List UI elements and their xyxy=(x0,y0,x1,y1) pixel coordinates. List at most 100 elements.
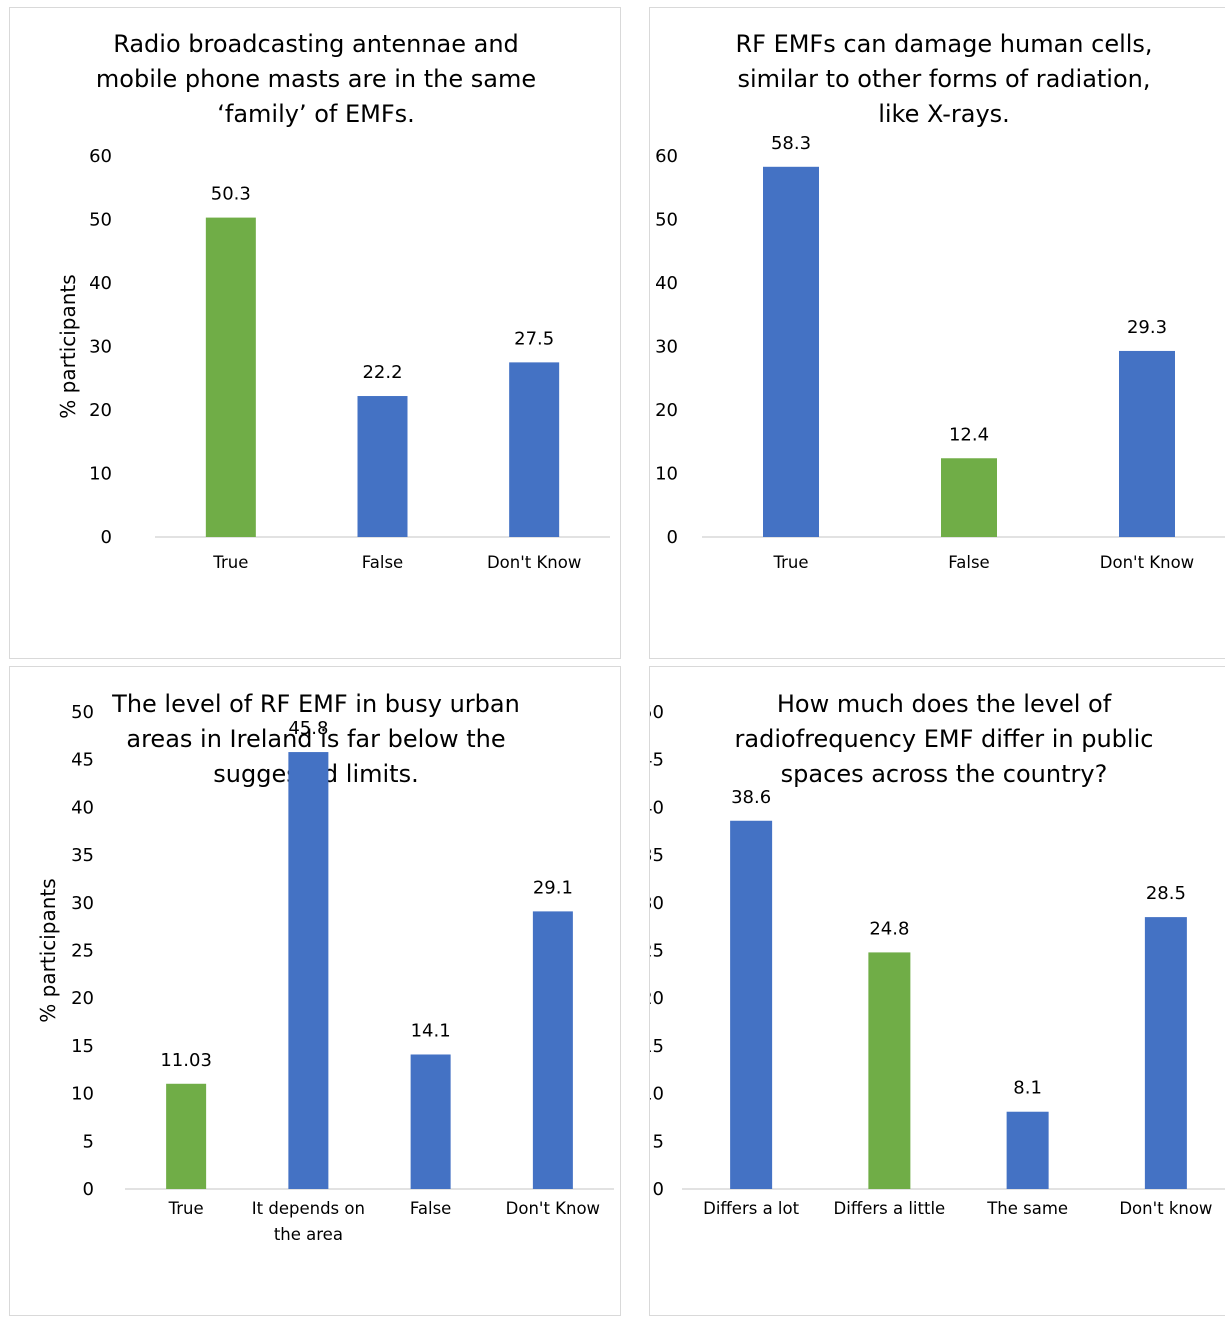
chart-antennae-masts: Radio broadcasting antennae and mobile ph… xyxy=(56,30,610,572)
y-tick-label: 40 xyxy=(650,797,664,818)
y-tick-label: 5 xyxy=(653,1131,664,1152)
chart-title-line-3: spaces across the country? xyxy=(781,760,1108,788)
bar-it-depends-on-the-area xyxy=(288,752,329,1189)
x-tick-label-false: False xyxy=(948,553,989,572)
data-label-differs-a-lot: 38.6 xyxy=(731,787,771,808)
chart-public-spaces: How much does the level of radiofrequency… xyxy=(650,690,1225,1218)
y-tick-label: 10 xyxy=(650,1084,664,1105)
chart-panel-damage-cells: RF EMFs can damage human cells, similar t… xyxy=(649,7,1225,659)
bar-don-t-know xyxy=(1144,917,1187,1189)
chart-title-line-1: How much does the level of xyxy=(777,690,1112,718)
data-label-true: 11.03 xyxy=(160,1050,212,1071)
bar-don-t-know xyxy=(509,362,560,537)
y-axis-label: % participants xyxy=(36,878,60,1022)
y-tick-label: 30 xyxy=(650,893,664,914)
y-tick-label: 0 xyxy=(653,1179,664,1200)
chart-title-line-3: like X-rays. xyxy=(878,100,1010,128)
data-label-don-t-know: 27.5 xyxy=(514,328,554,349)
data-label-false: 14.1 xyxy=(411,1020,451,1041)
bar-false xyxy=(410,1054,451,1189)
x-tick-label-it-depends-on-the-area: the area xyxy=(274,1225,343,1244)
x-tick-label-don-t-know: Don't know xyxy=(1119,1199,1212,1218)
chart-title-line-2: similar to other forms of radiation, xyxy=(737,65,1150,93)
y-tick-label: 30 xyxy=(71,893,94,914)
y-tick-label: 50 xyxy=(71,702,94,723)
bar-false xyxy=(941,458,997,537)
bar-don-t-know xyxy=(532,911,573,1189)
x-tick-label-don-t-know: Don't Know xyxy=(506,1199,600,1218)
data-label-false: 12.4 xyxy=(949,424,989,445)
data-label-don-t-know: 29.3 xyxy=(1127,317,1167,338)
chart-title-line-2: areas in Ireland is far below the xyxy=(126,725,505,753)
x-tick-label-don-t-know: Don't Know xyxy=(487,553,581,572)
chart-title-line-3: ‘family’ of EMFs. xyxy=(217,100,415,128)
y-tick-label: 0 xyxy=(101,527,112,548)
chart-title-line-2: mobile phone masts are in the same xyxy=(96,65,536,93)
y-tick-label: 10 xyxy=(89,464,112,485)
bar-true xyxy=(166,1083,207,1189)
y-tick-label: 0 xyxy=(667,527,678,548)
y-tick-label: 40 xyxy=(89,273,112,294)
bar-don-t-know xyxy=(1119,350,1175,537)
y-tick-label: 20 xyxy=(71,988,94,1009)
x-tick-label-don-t-know: Don't Know xyxy=(1100,553,1194,572)
x-tick-label-the-same: The same xyxy=(986,1199,1068,1218)
y-tick-label: 10 xyxy=(71,1084,94,1105)
data-label-don-t-know: 29.1 xyxy=(533,877,573,898)
chart-title-line-1: RF EMFs can damage human cells, xyxy=(735,30,1152,58)
chart-urban-levels: The level of RF EMF in busy urban areas i… xyxy=(36,690,614,1244)
y-tick-label: 10 xyxy=(655,464,678,485)
y-tick-label: 5 xyxy=(83,1131,94,1152)
data-label-true: 50.3 xyxy=(211,184,251,205)
y-tick-label: 15 xyxy=(650,1036,664,1057)
y-tick-label: 20 xyxy=(650,988,664,1009)
bar-the-same xyxy=(1006,1111,1049,1189)
y-tick-label: 30 xyxy=(655,337,678,358)
x-tick-label-differs-a-lot: Differs a lot xyxy=(703,1199,799,1218)
y-tick-label: 40 xyxy=(71,797,94,818)
y-tick-label: 20 xyxy=(89,400,112,421)
y-tick-label: 40 xyxy=(655,273,678,294)
chart-damage-cells: RF EMFs can damage human cells, similar t… xyxy=(655,30,1225,572)
x-tick-label-differs-a-little: Differs a little xyxy=(834,1199,946,1218)
data-label-it-depends-on-the-area: 45.8 xyxy=(288,718,328,739)
chart-panel-public-spaces: How much does the level of radiofrequency… xyxy=(649,666,1225,1316)
y-tick-label: 45 xyxy=(650,750,664,771)
y-tick-label: 30 xyxy=(89,337,112,358)
y-tick-label: 35 xyxy=(71,845,94,866)
x-tick-label-false: False xyxy=(362,553,403,572)
x-tick-label-true: True xyxy=(772,553,808,572)
data-label-false: 22.2 xyxy=(362,362,402,383)
bar-false xyxy=(357,396,408,537)
chart-title-line-1: The level of RF EMF in busy urban xyxy=(111,690,520,718)
x-tick-label-true: True xyxy=(168,1199,204,1218)
x-tick-label-it-depends-on-the-area: It depends on xyxy=(252,1199,365,1218)
y-tick-label: 25 xyxy=(71,941,94,962)
chart-title-line-2: radiofrequency EMF differ in public xyxy=(735,725,1154,753)
x-tick-label-true: True xyxy=(212,553,248,572)
y-tick-label: 45 xyxy=(71,750,94,771)
y-tick-label: 20 xyxy=(655,400,678,421)
chart-panel-antennae-masts: Radio broadcasting antennae and mobile ph… xyxy=(9,7,621,659)
y-tick-label: 35 xyxy=(650,845,664,866)
y-tick-label: 15 xyxy=(71,1036,94,1057)
bar-true xyxy=(205,217,256,537)
y-tick-label: 50 xyxy=(650,702,664,723)
y-tick-label: 60 xyxy=(655,146,678,167)
y-tick-label: 50 xyxy=(89,210,112,231)
x-tick-label-false: False xyxy=(410,1199,451,1218)
y-tick-label: 50 xyxy=(655,210,678,231)
bar-true xyxy=(763,166,819,538)
y-tick-label: 0 xyxy=(83,1179,94,1200)
y-axis-label: % participants xyxy=(56,274,80,418)
chart-title-line-1: Radio broadcasting antennae and xyxy=(113,30,519,58)
bar-differs-a-lot xyxy=(730,820,773,1189)
bar-differs-a-little xyxy=(868,952,911,1189)
y-tick-label: 60 xyxy=(89,146,112,167)
data-label-true: 58.3 xyxy=(771,133,811,154)
data-label-don-t-know: 28.5 xyxy=(1146,883,1186,904)
chart-panel-urban-levels: The level of RF EMF in busy urban areas i… xyxy=(9,666,621,1316)
data-label-differs-a-little: 24.8 xyxy=(869,918,909,939)
y-tick-label: 25 xyxy=(650,941,664,962)
data-label-the-same: 8.1 xyxy=(1013,1078,1042,1099)
